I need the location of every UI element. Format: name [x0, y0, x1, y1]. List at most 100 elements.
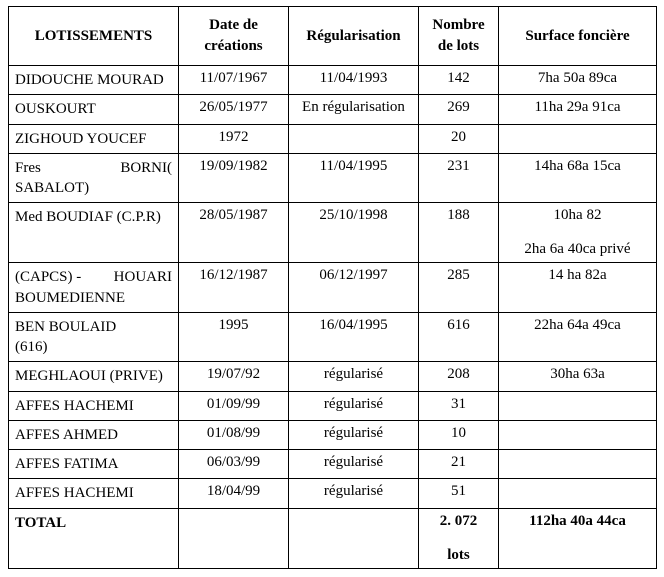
cell-date: 26/05/1977 [179, 95, 289, 124]
cell-surf: 30ha 63a [499, 362, 657, 391]
cell-name: AFFES HACHEMI [9, 479, 179, 508]
total-lots: 2. 072 lots [419, 508, 499, 568]
cell-name: ZIGHOUD YOUCEF [9, 124, 179, 153]
table-row: AFFES HACHEMI 18/04/99 régularisé 51 [9, 479, 657, 508]
cell-name: (CAPCS) - HOUARI BOUMEDIENNE [9, 263, 179, 313]
cell-date: 1972 [179, 124, 289, 153]
header-reg: Régularisation [289, 7, 419, 66]
cell-surf [499, 420, 657, 449]
cell-reg: régularisé [289, 479, 419, 508]
header-date: Date de créations [179, 7, 289, 66]
total-label: TOTAL [9, 508, 179, 568]
surf-line: 10ha 82 [554, 207, 602, 223]
name-part: (616) [15, 337, 172, 357]
cell-date: 11/07/1967 [179, 66, 289, 95]
cell-reg: régularisé [289, 420, 419, 449]
cell-date: 19/07/92 [179, 362, 289, 391]
cell-lots: 231 [419, 153, 499, 203]
header-lots-l1: Nombre [432, 17, 484, 33]
cell-surf [499, 450, 657, 479]
cell-reg: 11/04/1995 [289, 153, 419, 203]
cell-lots: 20 [419, 124, 499, 153]
header-date-l1: Date de [209, 17, 258, 33]
cell-surf: 11ha 29a 91ca [499, 95, 657, 124]
cell-lots: 285 [419, 263, 499, 313]
cell-lots: 208 [419, 362, 499, 391]
cell-surf [499, 391, 657, 420]
cell-reg: régularisé [289, 391, 419, 420]
header-lots: Nombre de lots [419, 7, 499, 66]
header-surface: Surface foncière [499, 7, 657, 66]
cell-name: DIDOUCHE MOURAD [9, 66, 179, 95]
cell-name: AFFES HACHEMI [9, 391, 179, 420]
cell-date: 06/03/99 [179, 450, 289, 479]
table-row: AFFES FATIMA 06/03/99 régularisé 21 [9, 450, 657, 479]
name-part: BOUMEDIENNE [15, 288, 172, 308]
table-row: DIDOUCHE MOURAD 11/07/1967 11/04/1993 14… [9, 66, 657, 95]
name-part: BEN BOULAID [15, 317, 172, 337]
table-row: Fres BORNI( SABALOT) 19/09/1982 11/04/19… [9, 153, 657, 203]
table-row: BEN BOULAID (616) 1995 16/04/1995 616 22… [9, 312, 657, 362]
cell-date: 16/12/1987 [179, 263, 289, 313]
table-row: AFFES AHMED 01/08/99 régularisé 10 [9, 420, 657, 449]
cell-name: Med BOUDIAF (C.P.R) [9, 203, 179, 263]
table-row: Med BOUDIAF (C.P.R) 28/05/1987 25/10/199… [9, 203, 657, 263]
cell-date: 18/04/99 [179, 479, 289, 508]
cell-surf: 14 ha 82a [499, 263, 657, 313]
total-empty [179, 508, 289, 568]
cell-reg: En régularisation [289, 95, 419, 124]
cell-lots: 269 [419, 95, 499, 124]
lotissements-table: LOTISSEMENTS Date de créations Régularis… [8, 6, 657, 569]
cell-surf: 14ha 68a 15ca [499, 153, 657, 203]
total-lots-l1: 2. 072 [440, 513, 478, 529]
cell-surf: 10ha 82 2ha 6a 40ca privé [499, 203, 657, 263]
cell-name: AFFES AHMED [9, 420, 179, 449]
cell-reg [289, 124, 419, 153]
table-row: (CAPCS) - HOUARI BOUMEDIENNE 16/12/1987 … [9, 263, 657, 313]
name-part: Fres [15, 158, 41, 178]
cell-lots: 51 [419, 479, 499, 508]
cell-surf: 22ha 64a 49ca [499, 312, 657, 362]
cell-surf [499, 124, 657, 153]
cell-date: 01/09/99 [179, 391, 289, 420]
cell-lots: 21 [419, 450, 499, 479]
name-part: (CAPCS) - [15, 267, 81, 287]
cell-reg: 11/04/1993 [289, 66, 419, 95]
header-date-l2: créations [204, 38, 262, 54]
table-row: AFFES HACHEMI 01/09/99 régularisé 31 [9, 391, 657, 420]
surf-line: 2ha 6a 40ca privé [524, 241, 630, 257]
cell-name: Fres BORNI( SABALOT) [9, 153, 179, 203]
header-lotissements: LOTISSEMENTS [9, 7, 179, 66]
cell-reg: 25/10/1998 [289, 203, 419, 263]
cell-date: 19/09/1982 [179, 153, 289, 203]
table-row: MEGHLAOUI (PRIVE) 19/07/92 régularisé 20… [9, 362, 657, 391]
cell-lots: 616 [419, 312, 499, 362]
cell-surf [499, 479, 657, 508]
cell-date: 28/05/1987 [179, 203, 289, 263]
name-part: BORNI( [120, 158, 172, 178]
cell-lots: 10 [419, 420, 499, 449]
name-part: SABALOT) [15, 178, 172, 198]
total-lots-l2: lots [447, 547, 470, 563]
header-row: LOTISSEMENTS Date de créations Régularis… [9, 7, 657, 66]
total-surf: 112ha 40a 44ca [499, 508, 657, 568]
total-row: TOTAL 2. 072 lots 112ha 40a 44ca [9, 508, 657, 568]
cell-reg: 16/04/1995 [289, 312, 419, 362]
cell-reg: régularisé [289, 450, 419, 479]
cell-name: AFFES FATIMA [9, 450, 179, 479]
cell-name: OUSKOURT [9, 95, 179, 124]
cell-reg: 06/12/1997 [289, 263, 419, 313]
cell-reg: régularisé [289, 362, 419, 391]
cell-lots: 31 [419, 391, 499, 420]
header-lots-l2: de lots [438, 38, 479, 54]
total-empty [289, 508, 419, 568]
name-part: HOUARI [114, 267, 172, 287]
table-row: ZIGHOUD YOUCEF 1972 20 [9, 124, 657, 153]
cell-name: MEGHLAOUI (PRIVE) [9, 362, 179, 391]
cell-surf: 7ha 50a 89ca [499, 66, 657, 95]
cell-date: 01/08/99 [179, 420, 289, 449]
cell-lots: 188 [419, 203, 499, 263]
cell-date: 1995 [179, 312, 289, 362]
table-row: OUSKOURT 26/05/1977 En régularisation 26… [9, 95, 657, 124]
cell-lots: 142 [419, 66, 499, 95]
